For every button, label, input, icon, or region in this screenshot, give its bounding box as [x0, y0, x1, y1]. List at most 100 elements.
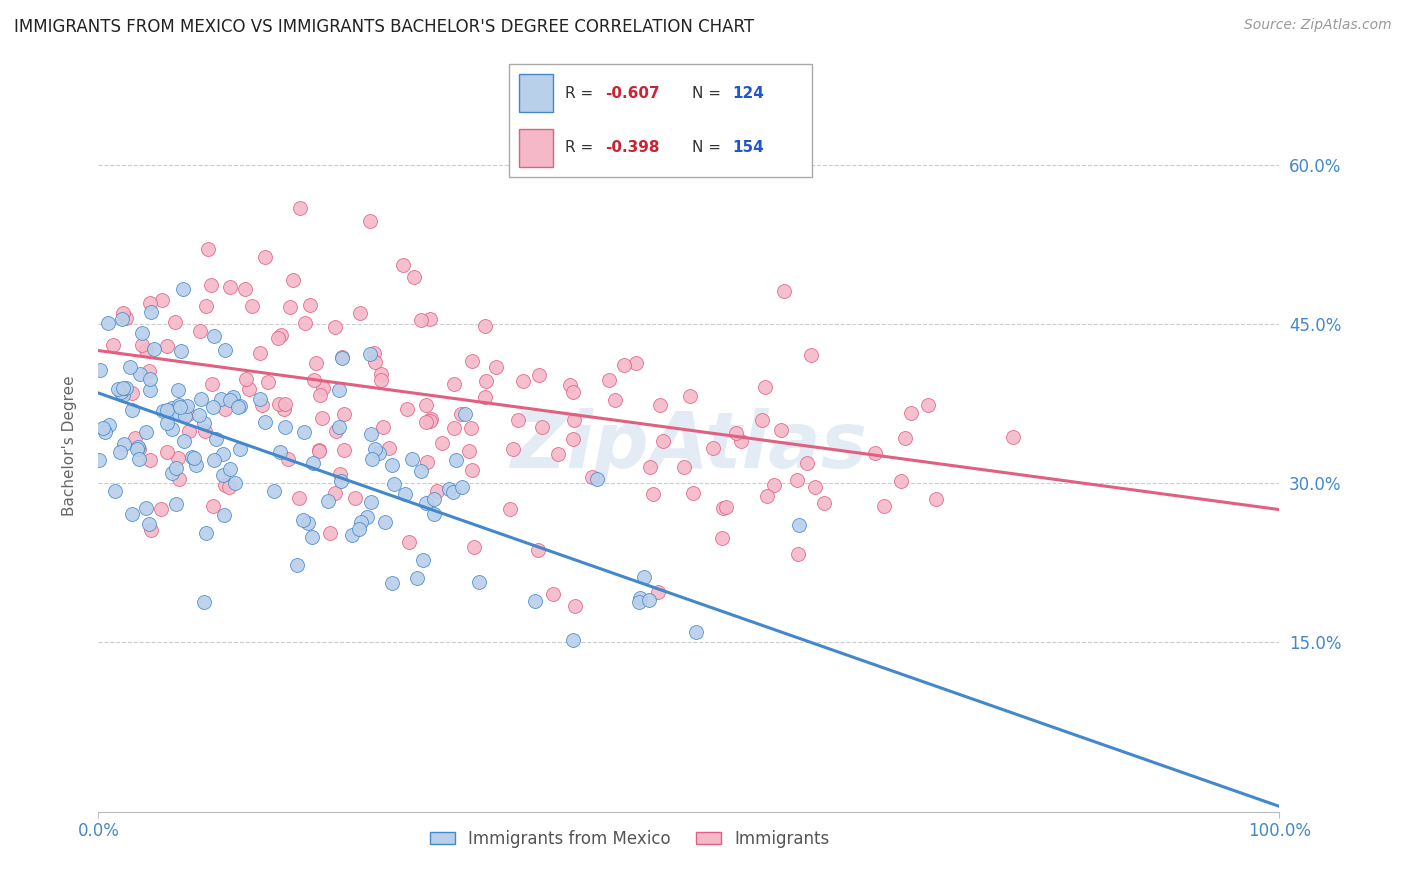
Point — [124, 431, 146, 445]
Point — [194, 299, 217, 313]
Point — [201, 377, 224, 392]
Point — [128, 452, 150, 467]
Text: Source: ZipAtlas.com: Source: ZipAtlas.com — [1244, 18, 1392, 32]
Point — [679, 389, 702, 403]
Point — [711, 500, 734, 515]
Point — [156, 416, 179, 430]
Point — [863, 446, 886, 460]
Point — [222, 390, 245, 404]
Point — [181, 450, 204, 464]
Point — [202, 499, 225, 513]
Point — [311, 411, 333, 425]
Point — [240, 299, 263, 313]
Point — [396, 402, 419, 417]
Point — [212, 467, 235, 482]
Point — [392, 258, 415, 272]
Point — [135, 501, 157, 516]
Point — [257, 376, 280, 390]
Point — [328, 420, 350, 434]
Point — [323, 485, 346, 500]
Point — [543, 587, 565, 601]
Point — [673, 460, 696, 475]
Point — [238, 382, 260, 396]
Point — [439, 482, 461, 496]
Point — [214, 343, 236, 358]
Point — [527, 368, 550, 382]
Point — [423, 507, 446, 521]
Point — [364, 442, 387, 456]
Point — [172, 281, 194, 295]
Text: 124: 124 — [733, 87, 763, 102]
Point — [308, 387, 330, 401]
Point — [202, 329, 225, 343]
Point — [299, 298, 322, 312]
Point — [166, 383, 188, 397]
Point — [94, 425, 117, 439]
Point — [104, 483, 127, 498]
Point — [502, 442, 524, 457]
Point — [167, 450, 190, 465]
Point — [770, 424, 793, 438]
Point — [167, 472, 190, 486]
Point — [419, 312, 441, 326]
Point — [111, 306, 134, 320]
Point — [371, 419, 394, 434]
Point — [474, 318, 496, 333]
Point — [512, 374, 534, 388]
Point — [450, 407, 472, 421]
Point — [430, 435, 453, 450]
Point — [183, 450, 205, 465]
Point — [214, 478, 236, 492]
Point — [112, 436, 135, 450]
Point — [115, 310, 138, 325]
Point — [97, 316, 120, 330]
Point — [813, 496, 835, 510]
Point — [288, 201, 311, 215]
Point — [754, 380, 776, 394]
Point — [463, 541, 485, 555]
Point — [103, 338, 125, 352]
Point — [169, 398, 191, 412]
Point — [628, 595, 651, 609]
Point — [527, 543, 550, 558]
Point — [531, 420, 554, 434]
Point — [364, 354, 387, 368]
Point — [751, 413, 773, 427]
Point — [205, 432, 228, 446]
Text: N =: N = — [692, 140, 725, 155]
Y-axis label: Bachelor's Degree: Bachelor's Degree — [62, 376, 77, 516]
Point — [274, 419, 297, 434]
Point — [647, 584, 669, 599]
Point — [714, 500, 737, 515]
Point — [152, 404, 174, 418]
Point — [598, 374, 620, 388]
Point — [174, 409, 197, 423]
Point — [292, 513, 315, 527]
Point — [416, 454, 439, 468]
Point — [277, 452, 299, 467]
Point — [273, 401, 295, 416]
Point — [98, 417, 121, 432]
Text: -0.607: -0.607 — [605, 87, 659, 102]
Point — [278, 300, 301, 314]
Point — [253, 415, 276, 429]
Point — [461, 463, 484, 477]
Point — [270, 327, 292, 342]
Point — [800, 347, 823, 361]
Point — [138, 516, 160, 531]
Point — [155, 339, 177, 353]
Point — [586, 472, 609, 486]
Point — [419, 414, 441, 428]
Point — [160, 401, 183, 416]
Point — [301, 530, 323, 544]
Point — [474, 390, 496, 404]
Point — [269, 444, 291, 458]
Point — [121, 403, 143, 417]
Point — [169, 401, 191, 415]
Point — [651, 434, 673, 449]
Point — [135, 425, 157, 440]
Point — [91, 421, 114, 435]
Point — [394, 487, 416, 501]
Point — [506, 412, 529, 426]
Point — [190, 392, 212, 407]
